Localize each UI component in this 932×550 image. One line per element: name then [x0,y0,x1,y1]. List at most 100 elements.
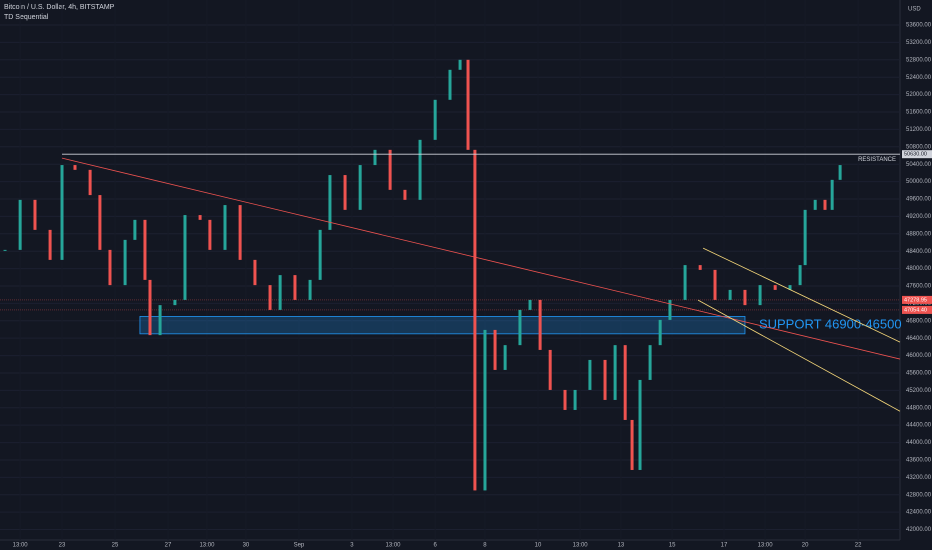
candle [268,285,272,310]
candle [108,249,112,286]
candle [173,299,177,306]
y-tick-label: 43600.00 [906,458,932,464]
candle [123,239,127,286]
candle [813,199,817,210]
trendline [697,299,901,412]
candle [573,389,577,410]
x-tick-label: 23 [59,543,66,549]
candle [433,99,437,140]
candle [503,345,507,370]
y-tick-label: 47600.00 [906,284,932,290]
price-tag [902,295,932,304]
price-tag [902,305,932,314]
x-tick-label: 6 [433,543,437,549]
candle [418,139,422,200]
candle [373,149,377,166]
candle [538,299,542,350]
y-tick-label: 42400.00 [906,510,932,516]
x-tick-label: 15 [669,543,676,549]
y-tick-label: 51200.00 [906,127,932,133]
candle [60,165,64,260]
candle [208,219,212,250]
candle [518,309,522,346]
candle [18,199,22,250]
candle [448,69,452,100]
y-tick-label: 52400.00 [906,75,932,81]
y-tick-label: 44000.00 [906,440,932,446]
candle [458,59,462,70]
y-tick-label: 53200.00 [906,40,932,46]
candle [588,359,592,390]
candle [88,169,92,196]
candle [238,205,242,260]
candle [133,219,137,240]
x-tick-label: 13:00 [13,543,29,549]
candle [328,175,332,230]
x-tick-label: 13:00 [386,543,402,549]
candle [33,199,37,230]
candle [758,285,762,306]
candle [698,265,702,270]
candle [343,175,347,210]
candle [548,349,552,390]
candle [253,259,257,286]
candle [668,299,672,320]
candle [830,179,834,210]
candle [788,285,792,290]
x-tick-label: 20 [802,543,809,549]
candle [98,195,102,250]
candle [48,229,52,260]
price-tag-label: 47278.95 [904,297,927,303]
candle [728,289,732,300]
currency: USD [908,7,921,13]
x-tick-label: 8 [483,543,487,549]
x-tick-label: 17 [721,543,728,549]
candle [613,345,617,400]
y-tick-label: 51600.00 [906,110,932,116]
x-tick-label: 10 [535,543,542,549]
x-tick-label: 3 [350,543,354,549]
candle [493,329,497,370]
candle [838,165,842,180]
indicator-name: TD Sequential [4,14,49,21]
x-tick-label: 30 [243,543,250,549]
y-tick-label: 50000.00 [906,179,932,185]
candle [803,209,807,266]
resistance-tag-label: 50630.00 [904,152,927,158]
y-tick-label: 52800.00 [906,57,932,63]
candle [483,329,487,491]
candle [683,265,687,300]
x-tick-label: 13:00 [199,543,215,549]
y-tick-label: 46400.00 [906,336,932,342]
candle [358,165,362,210]
candle [713,269,717,300]
x-tick-label: 22 [855,543,862,549]
y-tick-label: 52000.00 [906,92,932,98]
candle [198,215,202,220]
x-tick-label: Sep [294,543,305,549]
support-zone [139,316,746,335]
candle [148,279,152,336]
candle [73,165,77,170]
y-tick-label: 44800.00 [906,405,932,411]
x-tick-label: 27 [165,543,172,549]
y-tick-label: 46000.00 [906,353,932,359]
candle [278,275,282,310]
candle [528,299,532,310]
y-tick-label: 47200.00 [906,301,932,307]
candle [318,229,322,280]
resistance-label: RESISTANCE [858,157,896,163]
trendline [61,157,901,360]
candle [3,249,7,251]
candle [743,289,747,306]
y-tick-label: 45200.00 [906,388,932,394]
y-tick-label: 42000.00 [906,527,932,533]
resistance-tag [902,150,932,159]
y-tick-label: 48400.00 [906,249,932,255]
chart-title: Bitcoin / U.S. Dollar, 4h, BITSTAMP [4,4,115,11]
y-tick-label: 49600.00 [906,197,932,203]
support-label: SUPPORT 46900-46500 [759,317,902,332]
x-tick-label: 25 [112,543,119,549]
candle [648,345,652,380]
